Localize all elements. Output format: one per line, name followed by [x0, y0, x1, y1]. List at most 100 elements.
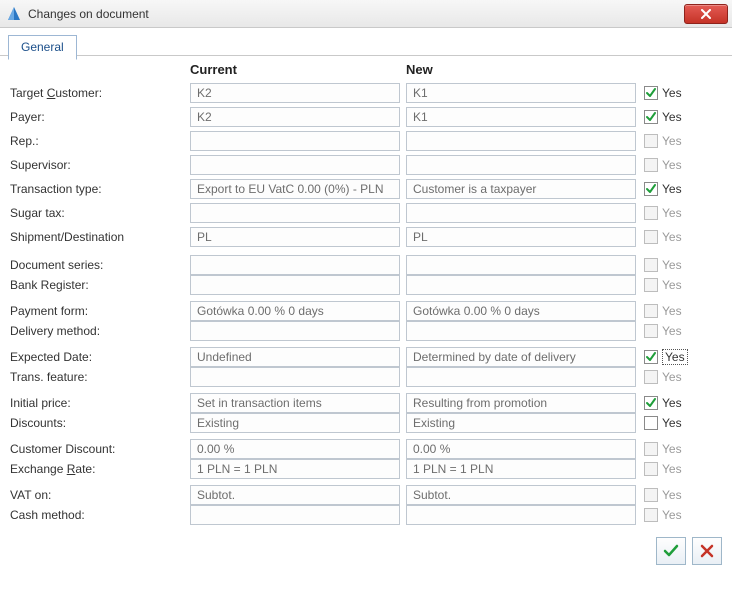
new-vat_on: Subtot. [406, 485, 636, 505]
yes-label-payer: Yes [662, 110, 682, 124]
yes-checkbox-rep [644, 134, 658, 148]
current-cash_method [190, 505, 400, 525]
row-payment_form: Payment form:Gotówka 0.00 % 0 daysGotówk… [10, 301, 722, 321]
current-rep [190, 131, 400, 151]
yes-checkbox-payer[interactable] [644, 110, 658, 124]
new-rep [406, 131, 636, 151]
yes-checkbox-cash_method [644, 508, 658, 522]
yes-cell-discounts: Yes [644, 416, 682, 430]
yes-checkbox-initial_price[interactable] [644, 396, 658, 410]
row-cash_method: Cash method: Yes [10, 505, 722, 525]
yes-checkbox-bank_register [644, 278, 658, 292]
new-document_series [406, 255, 636, 275]
yes-label-target_customer: Yes [662, 86, 682, 100]
yes-label-shipment_dest: Yes [662, 230, 682, 244]
yes-checkbox-payment_form [644, 304, 658, 318]
new-shipment_dest: PL [406, 227, 636, 247]
app-icon [6, 6, 22, 22]
new-target_customer: K1 [406, 83, 636, 103]
yes-checkbox-shipment_dest [644, 230, 658, 244]
yes-label-cash_method: Yes [662, 508, 682, 522]
yes-checkbox-vat_on [644, 488, 658, 502]
cancel-button[interactable] [692, 537, 722, 565]
row-vat_on: VAT on:Subtot.Subtot.Yes [10, 485, 722, 505]
yes-cell-shipment_dest: Yes [644, 230, 682, 244]
label-shipment_dest: Shipment/Destination [10, 230, 190, 244]
yes-cell-exchange_rate: Yes [644, 462, 682, 476]
row-initial_price: Initial price:Set in transaction itemsRe… [10, 393, 722, 413]
row-exchange_rate: Exchange Rate:1 PLN = 1 PLN1 PLN = 1 PLN… [10, 459, 722, 479]
label-bank_register: Bank Register: [10, 278, 190, 292]
tab-general[interactable]: General [8, 35, 77, 60]
yes-checkbox-trans_feature [644, 370, 658, 384]
current-bank_register [190, 275, 400, 295]
yes-cell-rep: Yes [644, 134, 682, 148]
row-sugar_tax: Sugar tax:Yes [10, 201, 722, 225]
yes-cell-sugar_tax: Yes [644, 206, 682, 220]
yes-checkbox-delivery_method [644, 324, 658, 338]
yes-label-rep: Yes [662, 134, 682, 148]
new-customer_discount: 0.00 % [406, 439, 636, 459]
header-current: Current [190, 62, 406, 77]
yes-checkbox-sugar_tax [644, 206, 658, 220]
tab-bar: General [0, 28, 732, 56]
row-payer: Payer:K2K1Yes [10, 105, 722, 129]
ok-button[interactable] [656, 537, 686, 565]
window-close-button[interactable] [684, 4, 728, 24]
label-vat_on: VAT on: [10, 488, 190, 502]
current-payment_form: Gotówka 0.00 % 0 days [190, 301, 400, 321]
current-vat_on: Subtot. [190, 485, 400, 505]
label-transaction_type: Transaction type: [10, 182, 190, 196]
new-initial_price: Resulting from promotion [406, 393, 636, 413]
yes-label-delivery_method: Yes [662, 324, 682, 338]
yes-label-sugar_tax: Yes [662, 206, 682, 220]
yes-checkbox-exchange_rate [644, 462, 658, 476]
yes-cell-customer_discount: Yes [644, 442, 682, 456]
new-cash_method [406, 505, 636, 525]
current-trans_feature [190, 367, 400, 387]
content-area: Current New Target Customer:K2K1YesPayer… [0, 56, 732, 531]
new-expected_date: Determined by date of delivery [406, 347, 636, 367]
yes-cell-delivery_method: Yes [644, 324, 682, 338]
label-discounts: Discounts: [10, 416, 190, 430]
yes-label-vat_on: Yes [662, 488, 682, 502]
yes-cell-document_series: Yes [644, 258, 682, 272]
row-trans_feature: Trans. feature:Yes [10, 367, 722, 387]
yes-label-initial_price: Yes [662, 396, 682, 410]
yes-cell-bank_register: Yes [644, 278, 682, 292]
yes-label-discounts: Yes [662, 416, 682, 430]
label-customer_discount: Customer Discount: [10, 442, 190, 456]
label-cash_method: Cash method: [10, 508, 190, 522]
titlebar: Changes on document [0, 0, 732, 28]
footer-buttons [0, 531, 732, 575]
row-bank_register: Bank Register: Yes [10, 275, 722, 295]
label-exchange_rate: Exchange Rate: [10, 462, 190, 476]
label-trans_feature: Trans. feature: [10, 370, 190, 384]
yes-checkbox-discounts[interactable] [644, 416, 658, 430]
yes-checkbox-expected_date[interactable] [644, 350, 658, 364]
current-discounts: Existing [190, 413, 400, 433]
label-payer: Payer: [10, 110, 190, 124]
yes-label-customer_discount: Yes [662, 442, 682, 456]
yes-checkbox-target_customer[interactable] [644, 86, 658, 100]
new-transaction_type: Customer is a taxpayer [406, 179, 636, 199]
new-trans_feature [406, 367, 636, 387]
label-payment_form: Payment form: [10, 304, 190, 318]
yes-checkbox-transaction_type[interactable] [644, 182, 658, 196]
yes-checkbox-customer_discount [644, 442, 658, 456]
yes-cell-payer: Yes [644, 110, 682, 124]
yes-label-transaction_type: Yes [662, 182, 682, 196]
row-expected_date: Expected Date:UndefinedDetermined by dat… [10, 347, 722, 367]
yes-cell-initial_price: Yes [644, 396, 682, 410]
yes-cell-vat_on: Yes [644, 488, 682, 502]
label-initial_price: Initial price: [10, 396, 190, 410]
new-payment_form: Gotówka 0.00 % 0 days [406, 301, 636, 321]
new-bank_register [406, 275, 636, 295]
yes-checkbox-supervisor [644, 158, 658, 172]
yes-cell-target_customer: Yes [644, 86, 682, 100]
current-document_series [190, 255, 400, 275]
yes-cell-supervisor: Yes [644, 158, 682, 172]
label-document_series: Document series: [10, 258, 190, 272]
yes-cell-transaction_type: Yes [644, 182, 682, 196]
row-supervisor: Supervisor:Yes [10, 153, 722, 177]
